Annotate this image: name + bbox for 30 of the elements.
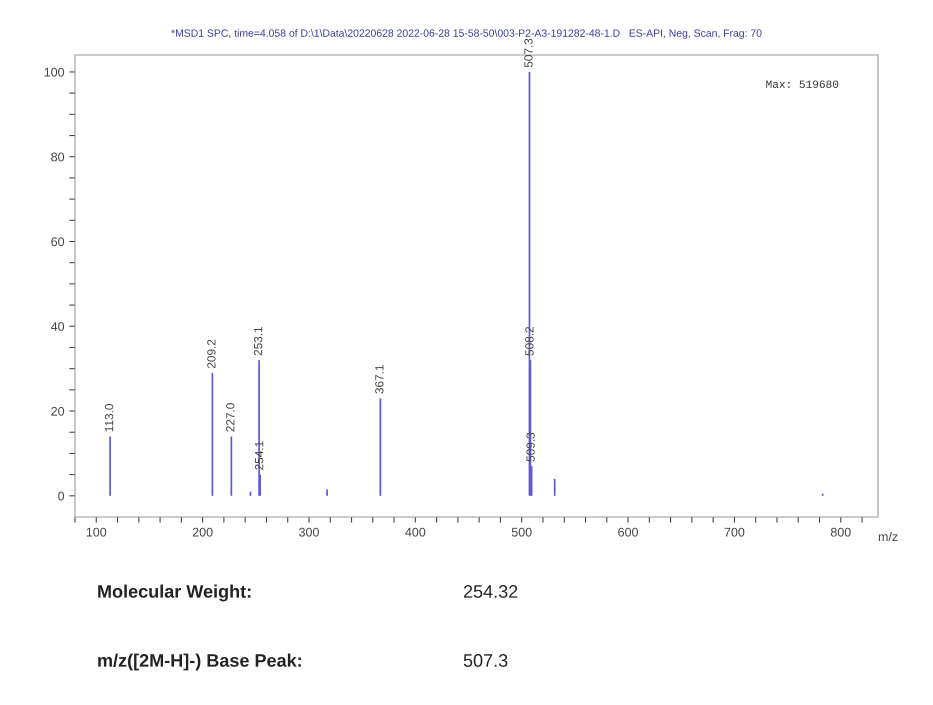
annotation: 227.0 bbox=[226, 403, 235, 432]
x-tick-label: 400 bbox=[405, 528, 426, 537]
text: 507.3 bbox=[464, 654, 508, 667]
x-tick-label: 500 bbox=[512, 528, 532, 537]
text: m/z([2M-H]-) Base Peak: bbox=[98, 654, 301, 670]
annotation: 508.2 bbox=[525, 326, 534, 356]
x-tick-label: 800 bbox=[830, 528, 851, 537]
annotation: 509.3 bbox=[526, 432, 535, 462]
annotation: 113.0 bbox=[104, 404, 114, 432]
annotation: 507.3 bbox=[524, 38, 533, 68]
text: 254.32 bbox=[464, 585, 518, 598]
y-tick-label: 40 bbox=[50, 322, 64, 331]
y-tick-label: 100 bbox=[44, 68, 64, 77]
y-tick-label: 0 bbox=[58, 492, 64, 500]
x-tick-label: 700 bbox=[724, 528, 744, 537]
annotation: 367.1 bbox=[375, 365, 384, 394]
chart-title: *MSD1 SPC, time=4.058 of D:\1\Data\20220628 2022-06-28 15-58-50\003-P2-A3-191282-48-1.D ES-API, Neg, Scan, Frag: 70 bbox=[171, 29, 762, 39]
x-tick-label: 200 bbox=[192, 528, 213, 537]
annotation: 209.2 bbox=[207, 340, 216, 368]
x-tick-label: 600 bbox=[618, 528, 638, 537]
y-tick-label: 60 bbox=[51, 237, 64, 246]
annotation: 254.1 bbox=[254, 441, 264, 470]
x-tick-label: 300 bbox=[299, 528, 319, 537]
x-tick-label: 100 bbox=[86, 528, 106, 537]
y-tick-label: 80 bbox=[51, 152, 64, 162]
annotation: Max: 519680 bbox=[766, 80, 838, 88]
annotation: 253.1 bbox=[254, 326, 262, 356]
text: Molecular Weight: bbox=[98, 584, 250, 602]
x-axis-title: m/z bbox=[878, 532, 898, 542]
y-tick-label: 20 bbox=[51, 406, 64, 416]
